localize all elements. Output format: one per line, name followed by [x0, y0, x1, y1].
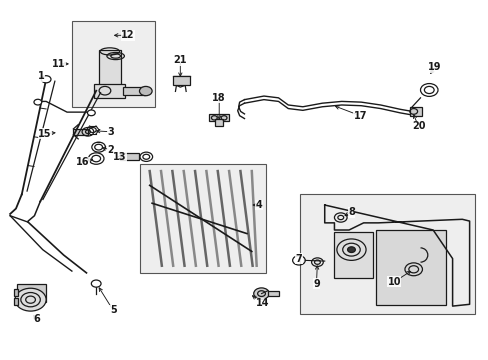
Bar — [267, 291, 278, 296]
Bar — [215, 119, 223, 126]
Circle shape — [347, 247, 355, 252]
Circle shape — [41, 76, 51, 83]
Bar — [140, 164, 266, 273]
Text: 10: 10 — [386, 277, 400, 287]
Text: 18: 18 — [212, 93, 225, 103]
Text: 16: 16 — [76, 157, 90, 167]
Circle shape — [87, 110, 95, 116]
Text: 3: 3 — [107, 127, 114, 137]
Text: 17: 17 — [353, 111, 366, 121]
Bar — [209, 114, 228, 121]
Text: 13: 13 — [113, 152, 126, 162]
Bar — [94, 84, 125, 98]
Bar — [14, 298, 19, 305]
Bar — [375, 230, 446, 305]
Bar — [119, 153, 139, 160]
Text: 6: 6 — [33, 314, 40, 324]
Circle shape — [253, 288, 269, 299]
Bar — [172, 76, 190, 85]
Text: 7: 7 — [295, 253, 302, 264]
Text: 9: 9 — [312, 279, 319, 289]
Bar — [122, 87, 144, 95]
Bar — [334, 232, 372, 278]
Circle shape — [91, 280, 101, 287]
Circle shape — [139, 86, 152, 96]
Bar — [120, 156, 123, 158]
Text: 8: 8 — [347, 207, 354, 217]
Text: 20: 20 — [411, 121, 425, 131]
Circle shape — [15, 288, 46, 311]
Bar — [17, 284, 46, 302]
Circle shape — [34, 99, 41, 105]
Bar — [72, 21, 154, 107]
Text: 12: 12 — [121, 30, 134, 40]
Bar — [409, 107, 421, 116]
Bar — [300, 194, 474, 314]
Text: 5: 5 — [110, 305, 116, 315]
Text: 11: 11 — [52, 59, 65, 69]
Text: 1: 1 — [38, 71, 44, 81]
Text: 4: 4 — [255, 200, 262, 210]
Bar — [14, 289, 19, 296]
Bar — [73, 129, 88, 135]
Text: 19: 19 — [427, 63, 441, 72]
Bar — [99, 50, 120, 91]
Text: 15: 15 — [39, 129, 52, 139]
Text: 21: 21 — [173, 55, 187, 65]
Text: 2: 2 — [107, 145, 114, 155]
Text: 14: 14 — [256, 298, 269, 308]
